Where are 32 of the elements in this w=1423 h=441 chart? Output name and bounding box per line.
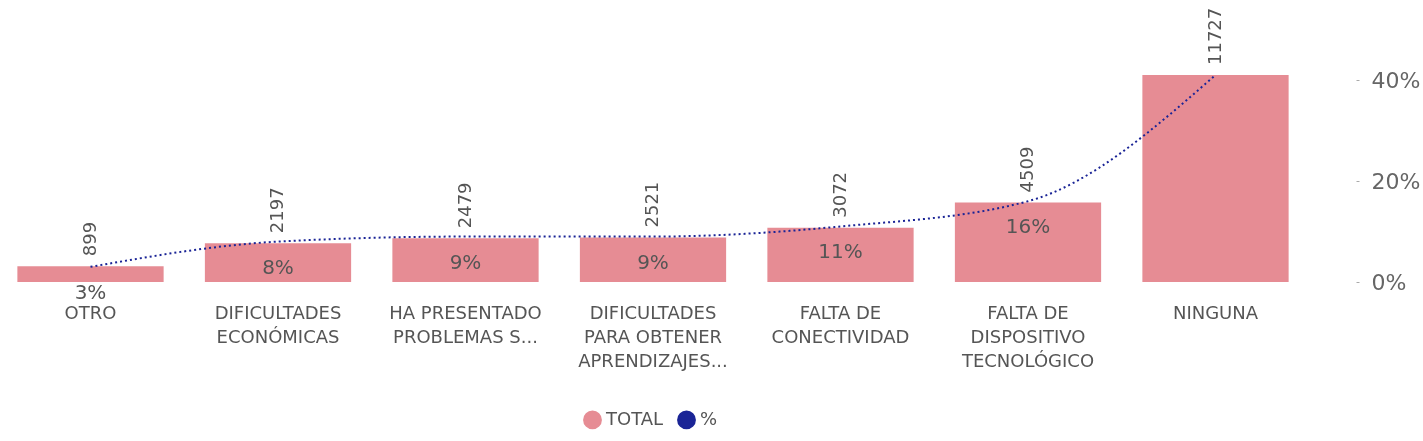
x-tick-label: HA PRESENTADO PROBLEMAS S... xyxy=(389,301,542,347)
data-label: 4509 xyxy=(1016,146,1037,193)
bar xyxy=(392,238,539,282)
data-label: 3072 xyxy=(828,171,850,218)
data-label: 2197 xyxy=(266,187,287,234)
data-label: 16% xyxy=(1005,214,1051,239)
x-tick-label: FALTA DE DISPOSITIVO TECNOLÓGICO xyxy=(960,301,1095,371)
legend-label: TOTAL xyxy=(605,407,664,429)
data-label: 2521 xyxy=(641,181,662,228)
x-tick-label: NINGUNA xyxy=(1172,301,1259,323)
bar xyxy=(579,237,727,282)
y2-tick-label: 0% xyxy=(1371,269,1407,295)
bar xyxy=(1142,75,1289,282)
bar xyxy=(17,266,164,282)
data-label: 11% xyxy=(818,239,863,264)
bar xyxy=(767,227,914,282)
data-label: 9% xyxy=(637,249,669,274)
x-tick-label: OTRO xyxy=(64,301,117,323)
data-label: 9% xyxy=(449,249,482,274)
x-tick-label: DIFICULTADES ECONÓMICAS xyxy=(214,301,342,347)
data-label: 899 xyxy=(78,221,100,257)
data-label: 3% xyxy=(74,279,107,304)
legend-label: % xyxy=(700,407,718,429)
data-label: 2479 xyxy=(453,182,475,229)
bar xyxy=(954,202,1102,282)
x-tick-label: FALTA DE CONECTIVIDAD xyxy=(771,301,910,347)
data-label: 11727 xyxy=(1203,7,1225,65)
data-label: 8% xyxy=(262,254,294,279)
x-tick-label: DIFICULTADES PARA OBTENER APRENDIZAJES... xyxy=(578,301,728,371)
y2-tick-label: 20% xyxy=(1371,168,1421,194)
bar xyxy=(204,243,352,282)
y2-tick-label: 40% xyxy=(1371,67,1421,93)
